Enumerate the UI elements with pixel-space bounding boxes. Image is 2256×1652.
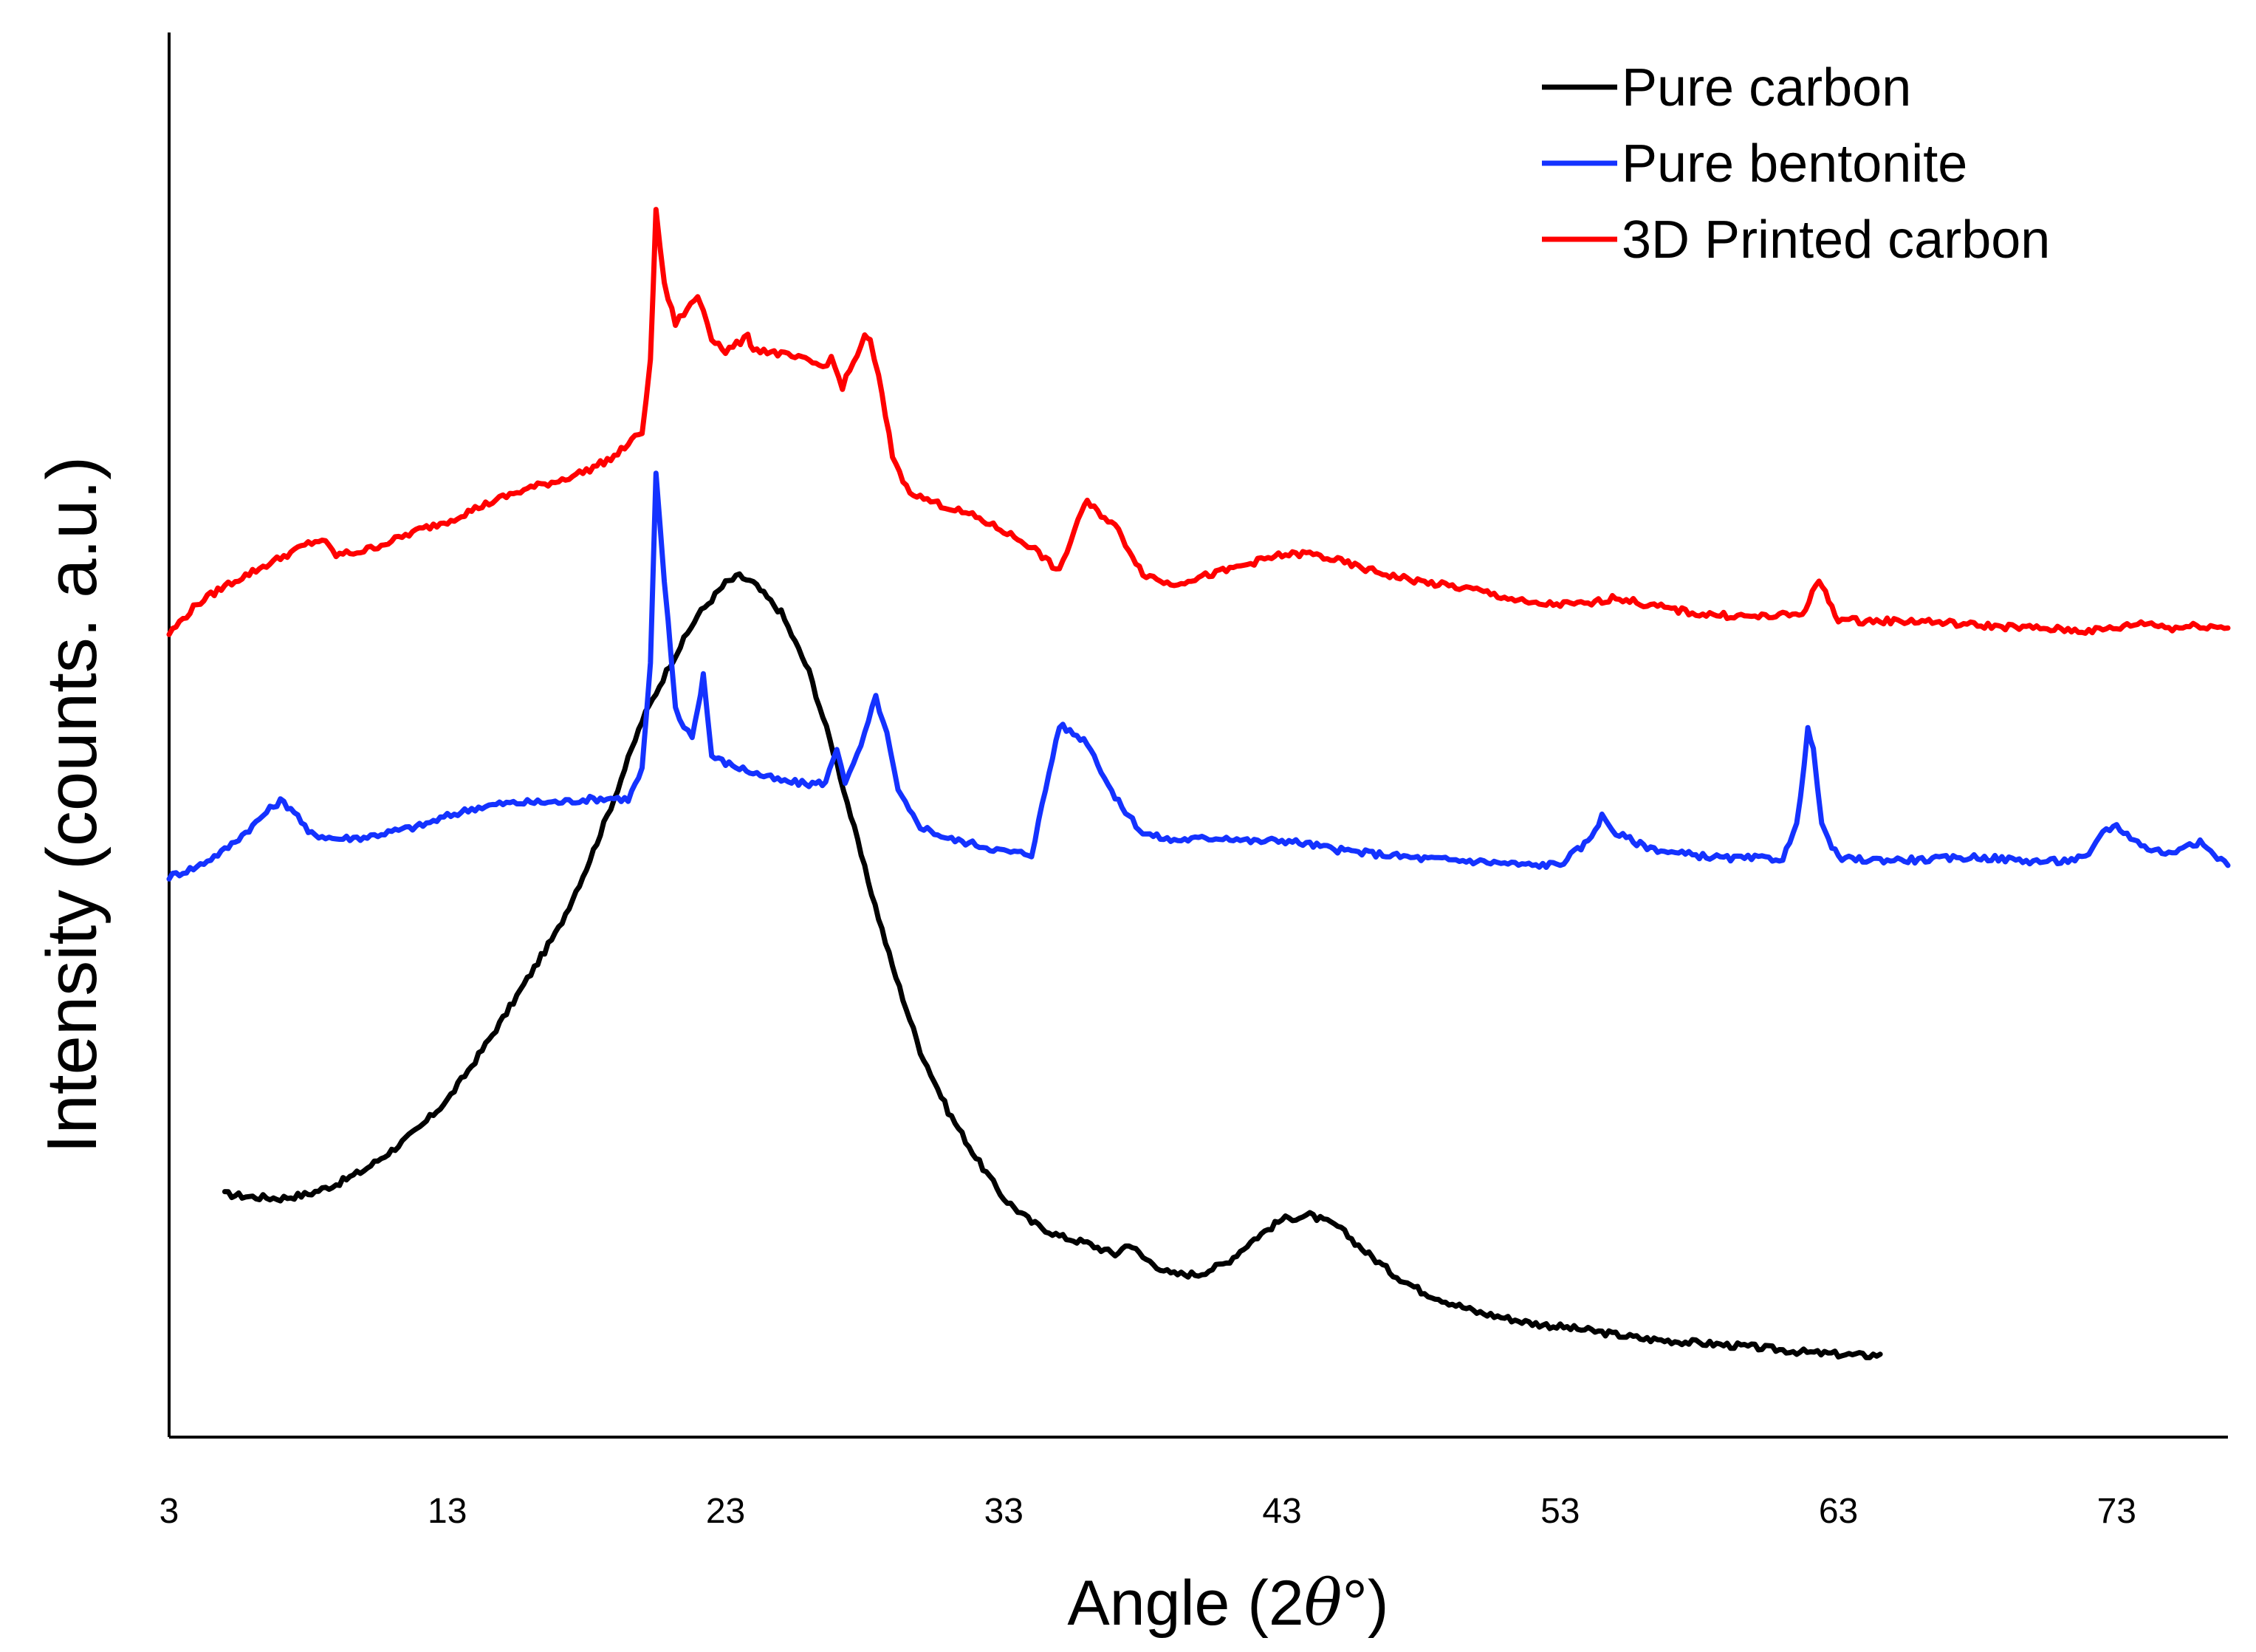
y-axis-title: Intensity (counts. a.u.) [32, 456, 112, 1154]
x-tick-label: 63 [1819, 1492, 1858, 1531]
series-line-3d-printed-carbon [166, 207, 2231, 637]
x-axis-title-theta: θ [1304, 1566, 1343, 1640]
legend: Pure carbon Pure bentonite 3D Printed carb… [1542, 58, 2050, 270]
legend-label: 3D Printed carbon [1622, 210, 2050, 270]
x-tick-label: 3 [160, 1492, 179, 1531]
legend-label: Pure carbon [1622, 58, 1911, 117]
x-tick-label: 13 [428, 1492, 467, 1531]
x-tick-labels: 3 13 23 33 43 53 63 73 [160, 1492, 2136, 1531]
axes [168, 32, 2228, 1439]
x-tick-label: 43 [1262, 1492, 1301, 1531]
x-axis-title-suffix: °) [1343, 1568, 1389, 1639]
series-layer [166, 207, 2231, 1360]
x-tick-label: 23 [706, 1492, 745, 1531]
x-tick-label: 73 [2097, 1492, 2136, 1531]
series-line-pure-carbon [222, 571, 1883, 1360]
x-tick-label: 53 [1540, 1492, 1580, 1531]
legend-label: Pure bentonite [1622, 134, 1967, 193]
x-axis-title-prefix: Angle (2 [1067, 1568, 1303, 1639]
series-line-pure-bentonite [166, 470, 2231, 882]
x-tick-label: 33 [984, 1492, 1024, 1531]
x-axis-title: Angle (2θ°) [1067, 1566, 1388, 1640]
